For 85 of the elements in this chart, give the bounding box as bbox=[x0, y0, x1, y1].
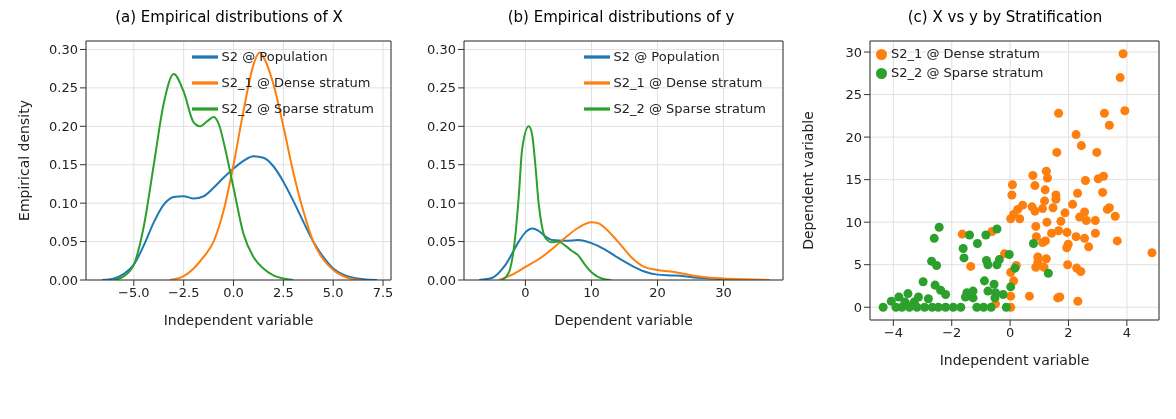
point bbox=[986, 302, 996, 312]
point bbox=[981, 230, 991, 240]
x-tick-label: 20 bbox=[649, 285, 666, 301]
y-tick-label: 0.25 bbox=[49, 80, 78, 96]
y-tick-label: 20 bbox=[845, 129, 862, 145]
y-tick-label: 25 bbox=[845, 87, 862, 103]
y-tick-label: 15 bbox=[845, 172, 862, 188]
point bbox=[1004, 250, 1014, 260]
x-tick-label: −5.0 bbox=[118, 285, 150, 301]
legend-label: S2_1 @ Dense stratum bbox=[613, 74, 763, 90]
y-tick-label: 0.00 bbox=[427, 272, 456, 288]
point bbox=[979, 276, 989, 286]
y-tick-label: 0.05 bbox=[427, 234, 456, 250]
point bbox=[918, 277, 928, 287]
y-tick-label: 0.15 bbox=[49, 157, 78, 173]
x-tick-label: 0 bbox=[1005, 325, 1015, 341]
point bbox=[941, 302, 951, 312]
x-axis-title: Dependent variable bbox=[554, 312, 693, 328]
point bbox=[959, 253, 969, 263]
y-tick-label: 0.15 bbox=[427, 157, 456, 173]
y-tick-label: 5 bbox=[853, 257, 862, 273]
point bbox=[948, 302, 958, 312]
x-tick-label: 2.5 bbox=[273, 285, 294, 301]
y-tick-label: 0.20 bbox=[427, 118, 456, 134]
x-tick-label: 7.5 bbox=[372, 285, 394, 301]
legend-label: S2 @ Population bbox=[613, 48, 720, 64]
x-axis-title: Independent variable bbox=[163, 312, 314, 328]
point bbox=[983, 286, 993, 296]
legend-label: S2_2 @ Sparse stratum bbox=[891, 65, 1044, 80]
chart-title: (a) Empirical distributions of X bbox=[114, 8, 344, 28]
y-tick-label: 0.30 bbox=[427, 42, 456, 58]
point bbox=[934, 222, 944, 232]
point bbox=[972, 238, 982, 248]
point bbox=[968, 293, 978, 303]
point bbox=[904, 302, 914, 312]
point bbox=[990, 293, 1000, 303]
x-tick-label: −4 bbox=[883, 325, 903, 341]
x-axis-title: Independent variable bbox=[939, 352, 1090, 368]
point bbox=[994, 255, 1004, 265]
legend-label: S2_1 @ Dense stratum bbox=[891, 46, 1040, 61]
y-axis-title: Dependent variable bbox=[799, 111, 816, 250]
x-tick-label: −2.5 bbox=[167, 285, 200, 301]
y-tick-label: 0.10 bbox=[427, 195, 456, 211]
y-tick-label: 0.20 bbox=[49, 118, 78, 134]
point bbox=[989, 279, 999, 289]
x-tick-label: 2 bbox=[1064, 325, 1073, 341]
y-tick-label: 0.00 bbox=[49, 272, 78, 288]
point bbox=[983, 260, 993, 270]
point bbox=[958, 244, 968, 254]
point bbox=[965, 230, 975, 240]
x-tick-label: 30 bbox=[715, 285, 732, 301]
y-tick-label: 0.30 bbox=[49, 42, 78, 58]
chart-title: (b) Empirical distributions of y bbox=[506, 8, 736, 28]
point bbox=[1028, 238, 1038, 248]
legend-label: S2_2 @ Sparse stratum bbox=[613, 100, 766, 116]
y-tick-label: 0.10 bbox=[49, 195, 78, 211]
y-tick-label: 0 bbox=[853, 299, 862, 315]
point bbox=[878, 302, 888, 312]
x-tick-label: 10 bbox=[583, 285, 600, 301]
point bbox=[923, 294, 933, 304]
point bbox=[920, 302, 930, 312]
point bbox=[998, 289, 1008, 299]
point bbox=[886, 296, 896, 306]
y-axis-title: Empirical density bbox=[15, 100, 32, 221]
x-tick-label: 5.0 bbox=[322, 285, 344, 301]
y-tick-label: 30 bbox=[845, 44, 862, 60]
point bbox=[956, 302, 966, 312]
point bbox=[941, 289, 951, 299]
x-tick-label: 4 bbox=[1122, 325, 1132, 341]
point bbox=[932, 261, 942, 271]
point bbox=[1043, 268, 1053, 278]
x-tick-label: 0 bbox=[521, 285, 530, 301]
y-tick-label: 0.05 bbox=[49, 234, 78, 250]
point bbox=[1006, 282, 1016, 292]
point bbox=[929, 233, 939, 243]
y-tick-label: 0.25 bbox=[427, 80, 456, 96]
point bbox=[894, 292, 904, 302]
point bbox=[979, 302, 989, 312]
point bbox=[1001, 302, 1011, 312]
y-tick-label: 10 bbox=[845, 214, 862, 230]
x-tick-label: 0.0 bbox=[223, 285, 244, 301]
chart-title: (c) X vs y by Stratification bbox=[906, 8, 1104, 28]
point bbox=[903, 289, 913, 299]
x-tick-label: −2 bbox=[942, 325, 962, 341]
point bbox=[992, 224, 1002, 234]
